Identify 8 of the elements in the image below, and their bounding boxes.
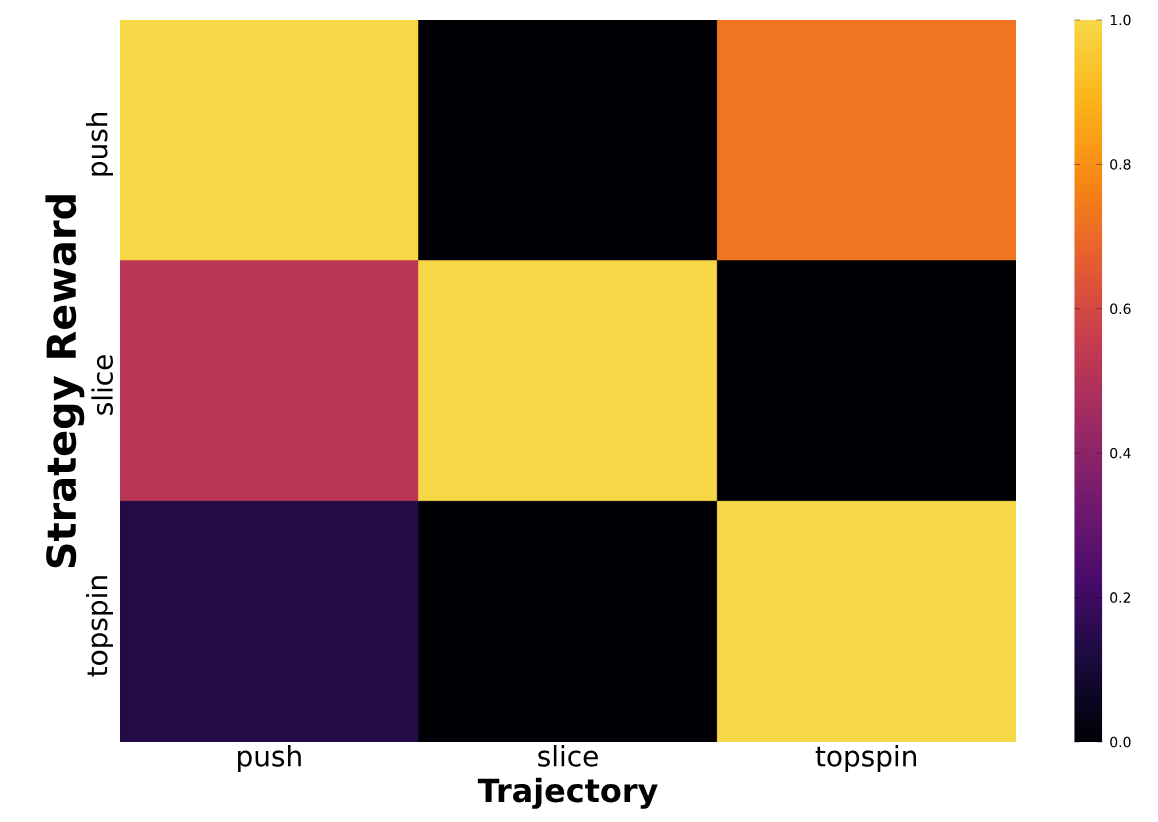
y-tick-label: topspin [85,576,113,677]
x-tick-label: push [238,745,301,773]
y-axis-title: Strategy Reward [45,195,85,568]
y-tick-label: slice [91,355,113,415]
y-tick-label: push [85,112,113,176]
x-tick-label: slice [538,745,598,767]
x-axis-title: Trajectory [477,777,658,809]
x-tick-label: topspin [815,745,917,773]
